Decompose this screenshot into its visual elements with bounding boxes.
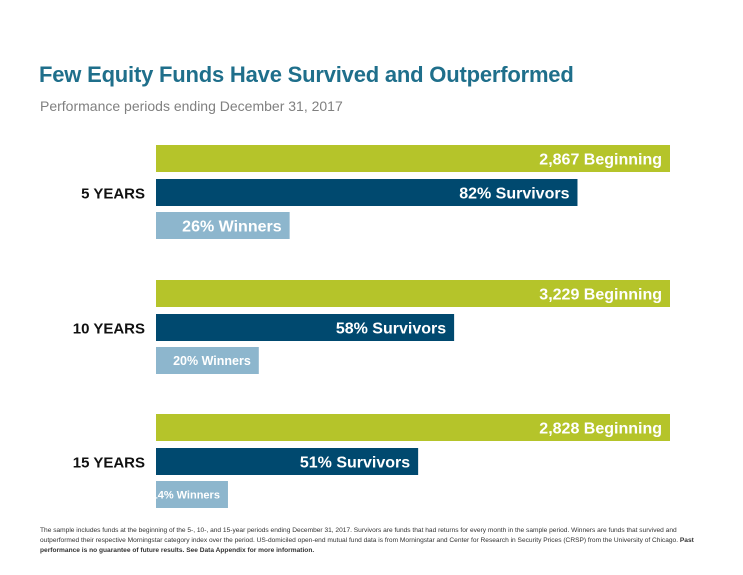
survivors-bar-15-years [156,448,419,475]
footnote-disclaimer: Past performance is no guarantee of futu… [40,537,694,554]
winners-label-15-years: 14% Winners [152,489,220,501]
beginning-bar-15-years [156,414,670,441]
beginning-label-10-years: 3,229 Beginning [539,286,662,303]
winners-bar-15-years [156,481,228,508]
beginning-label-15-years: 2,828 Beginning [539,420,662,437]
beginning-bar-10-years [156,280,670,307]
survivors-label-5-years: 82% Survivors [459,185,569,202]
beginning-bar-5-years [156,145,670,172]
bar-chart: 5 YEARS 2,867 Beginning 82% Survivors 26% W… [73,145,670,508]
survivors-label-15-years: 51% Survivors [300,454,410,471]
group-label-15-years: 15 YEARS [73,455,145,472]
winners-label-5-years: 26% Winners [182,218,282,235]
winners-bar-5-years [156,212,290,239]
footnote: The sample includes funds at the beginni… [40,526,710,556]
survivors-label-10-years: 58% Survivors [336,320,446,337]
chart-title: Few Equity Funds Have Survived and Outpe… [39,62,574,87]
chart-subtitle: Performance periods ending December 31, … [40,98,343,114]
group-label-10-years: 10 YEARS [73,321,145,338]
survivors-bar-5-years [156,179,578,206]
winners-bar-10-years [156,347,259,374]
footnote-text: The sample includes funds at the beginni… [40,527,680,544]
winners-label-10-years: 20% Winners [173,354,251,368]
group-label-5-years: 5 YEARS [81,186,145,203]
beginning-label-5-years: 2,867 Beginning [539,151,662,168]
survivors-bar-10-years [156,314,455,341]
